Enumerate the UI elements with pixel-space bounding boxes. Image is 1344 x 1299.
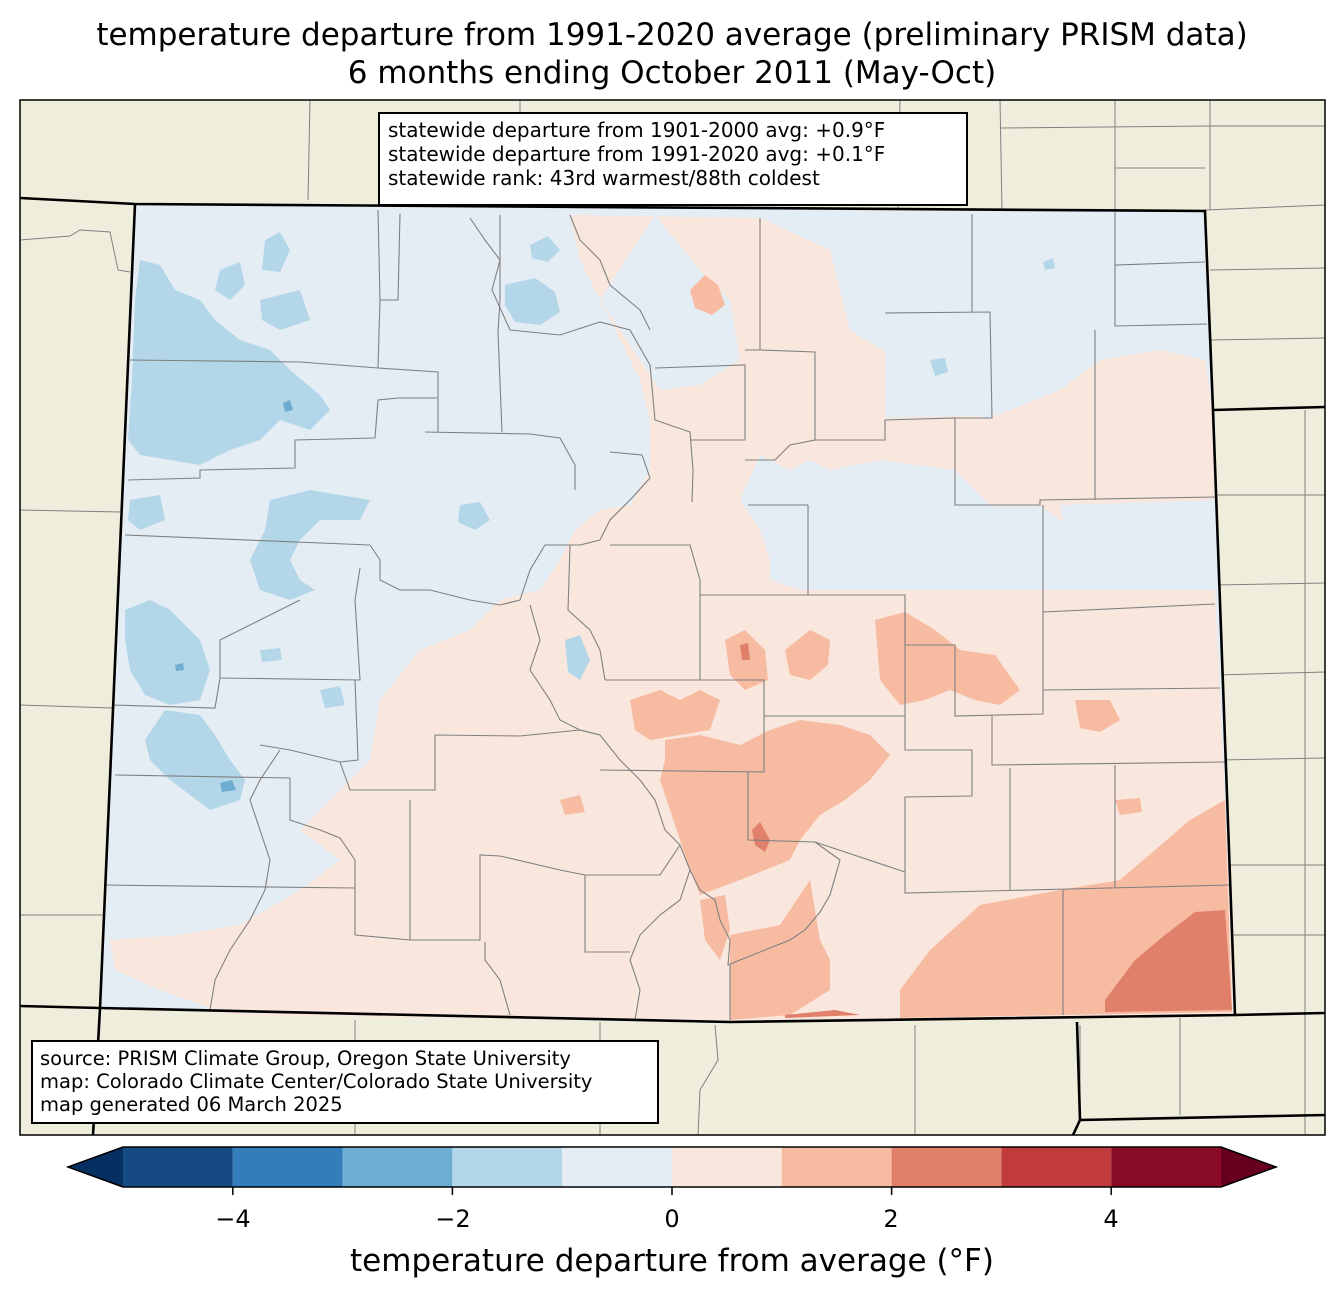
credit-generated-date: map generated 06 March 2025 [40,1093,343,1116]
strong-warm-anomaly-patches [740,643,1232,1018]
colorbar-bin [562,1147,672,1187]
county-lines [104,209,1231,1021]
colorbar-bin [1111,1147,1221,1187]
cool-anomaly-patches [125,232,1055,810]
statewide-stats-box: statewide departure from 1901-2000 avg: … [378,112,968,206]
colorbar-tick-label: 2 [883,1205,899,1233]
colorbar-tick-label: 0 [664,1205,680,1233]
colorbar-bin [891,1147,1002,1187]
stats-departure-1991-2020: statewide departure from 1991-2020 avg: … [388,142,886,166]
cooler-anomaly-spots [175,400,293,792]
colorbar-bin [232,1147,343,1187]
credit-map: map: Colorado Climate Center/Colorado St… [40,1070,593,1093]
colorbar-label: temperature departure from average (°F) [350,1243,994,1279]
colorbar-tick-label: −4 [215,1205,251,1233]
colorbar [65,1146,1279,1195]
stats-rank: statewide rank: 43rd warmest/88th coldes… [388,166,820,190]
colorbar-bin [452,1147,563,1187]
stats-departure-1901-2000: statewide departure from 1901-2000 avg: … [388,118,886,142]
colorbar-extend-high [1221,1147,1276,1187]
map-frame [19,99,1326,1136]
chart-title-line-2: 6 months ending October 2011 (May-Oct) [347,55,997,91]
colorbar-bin [672,1147,782,1187]
colorbar-bin [781,1147,892,1187]
colorbar-bin [123,1147,233,1187]
colorbar-bin [1001,1147,1112,1187]
colorbar-tick-label: 4 [1103,1205,1119,1233]
colorbar-tick-label: −2 [435,1205,471,1233]
colorbar-extend-low [68,1147,123,1187]
below-average-pocket [600,215,740,390]
below-average-pocket [1115,211,1207,327]
colorbar-outline [65,1146,1279,1188]
credits-box: source: PRISM Climate Group, Oregon Stat… [31,1040,659,1124]
credit-source: source: PRISM Climate Group, Oregon Stat… [40,1047,571,1070]
below-average-pocket [1060,500,1215,588]
above-average-region [110,215,1235,1022]
colorbar-bin [342,1147,453,1187]
chart-title-line-1: temperature departure from 1991-2020 ave… [96,17,1248,53]
